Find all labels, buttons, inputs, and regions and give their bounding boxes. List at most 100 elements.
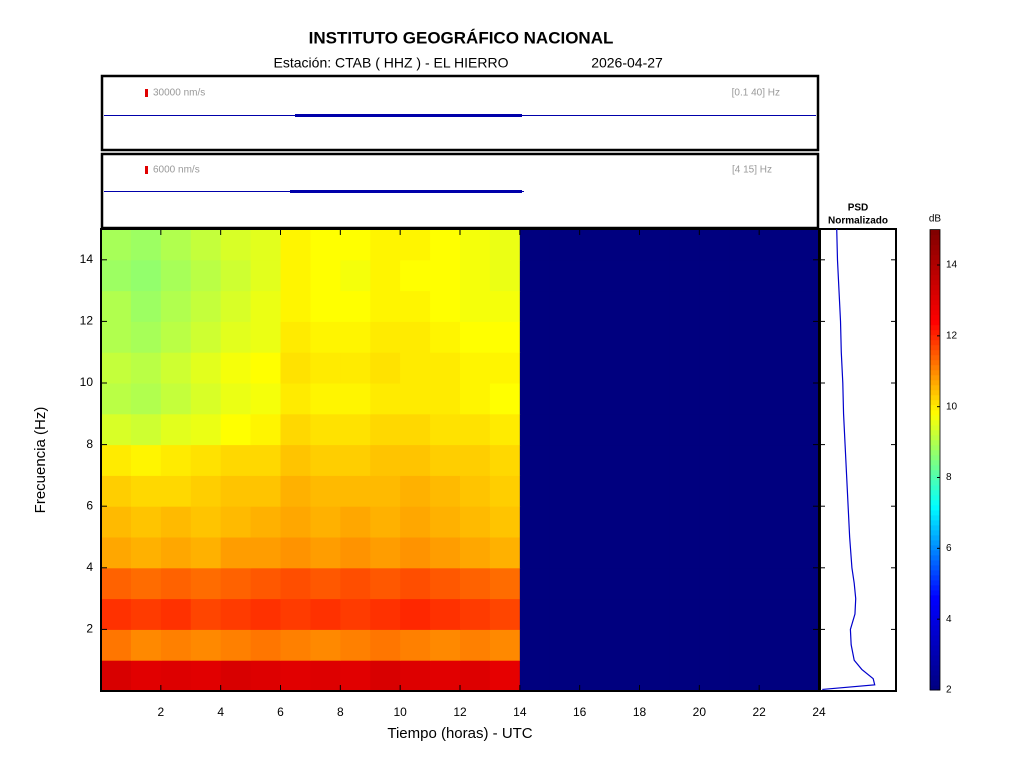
heatmap-cell xyxy=(340,567,371,600)
heatmap-cell xyxy=(609,352,640,384)
heatmap-cell xyxy=(250,352,281,384)
heatmap-cell xyxy=(400,290,431,322)
heatmap-cell xyxy=(519,537,551,569)
heatmap-cell xyxy=(729,506,760,538)
heatmap-cell xyxy=(489,290,521,322)
heatmap-cell xyxy=(609,598,640,630)
heatmap-cell xyxy=(519,444,551,476)
heatmap-cell xyxy=(220,567,252,600)
heatmap-cell xyxy=(280,321,311,353)
colorbar-swatch xyxy=(930,289,940,296)
colorbar-tick-label: 6 xyxy=(946,543,952,554)
heatmap-cell xyxy=(280,660,311,692)
heatmap-cell xyxy=(460,660,491,692)
heatmap-cell xyxy=(340,598,371,630)
heatmap-cell xyxy=(639,259,670,292)
heatmap-cell xyxy=(220,506,252,538)
colorbar-swatch xyxy=(930,449,940,456)
colorbar-swatch xyxy=(930,489,940,496)
heatmap-cell xyxy=(310,383,341,415)
colorbar-swatch xyxy=(930,404,940,411)
colorbar-swatch xyxy=(930,424,940,431)
heatmap-cell xyxy=(190,598,222,630)
heatmap-cell xyxy=(430,567,461,600)
heatmap-cell xyxy=(430,444,461,476)
heatmap-cell xyxy=(579,506,611,538)
colorbar-swatch xyxy=(930,379,940,386)
y-tick-label: 6 xyxy=(86,498,93,512)
heatmap-cell xyxy=(489,537,521,569)
heatmap-cell xyxy=(669,598,700,630)
heatmap-cell xyxy=(340,259,371,292)
heatmap-cell xyxy=(549,444,581,476)
heatmap-cell xyxy=(160,229,192,261)
heatmap-cell xyxy=(729,259,760,292)
heatmap-cell xyxy=(519,413,551,446)
heatmap-cell xyxy=(130,660,162,692)
heatmap-cell xyxy=(609,413,640,446)
heatmap-cell xyxy=(759,598,790,630)
colorbar-swatch xyxy=(930,359,940,366)
heatmap-cell xyxy=(101,229,132,261)
heatmap-cell xyxy=(101,537,132,569)
heatmap-cell xyxy=(549,229,581,261)
heatmap-cell xyxy=(639,444,670,476)
colorbar-tick-label: 14 xyxy=(946,260,958,271)
heatmap-cell xyxy=(430,629,461,661)
heatmap-cell xyxy=(639,629,670,661)
psd-title: PSD xyxy=(848,203,869,214)
y-axis-label: Frecuencia (Hz) xyxy=(32,407,49,514)
heatmap-cell xyxy=(250,229,281,261)
heatmap-cell xyxy=(400,444,431,476)
heatmap-cell xyxy=(759,229,790,261)
colorbar-swatch xyxy=(930,299,940,306)
heatmap-cell xyxy=(579,229,611,261)
heatmap-cell xyxy=(130,629,162,661)
y-tick-label: 4 xyxy=(86,560,93,574)
heatmap-cell xyxy=(101,444,132,476)
x-tick-label: 24 xyxy=(812,705,826,719)
colorbar-swatch xyxy=(930,524,940,531)
heatmap-cell xyxy=(220,229,252,261)
heatmap-cell xyxy=(460,598,491,630)
heatmap-cell xyxy=(789,537,820,569)
heatmap-cell xyxy=(250,413,281,446)
heatmap-cell xyxy=(579,567,611,600)
colorbar-swatch xyxy=(930,634,940,641)
heatmap-cell xyxy=(400,598,431,630)
heatmap-cell xyxy=(160,413,192,446)
heatmap-cell xyxy=(310,352,341,384)
colorbar-swatch xyxy=(930,229,940,236)
heatmap-cell xyxy=(340,444,371,476)
colorbar-swatch xyxy=(930,559,940,566)
heatmap-cell xyxy=(699,259,730,292)
colorbar-tick-label: 8 xyxy=(946,472,952,483)
colorbar-swatch xyxy=(930,499,940,506)
colorbar-swatch xyxy=(930,619,940,626)
heatmap-cell xyxy=(220,259,252,292)
colorbar-swatch xyxy=(930,279,940,286)
heatmap-cell xyxy=(370,537,401,569)
heatmap-cell xyxy=(549,537,581,569)
colorbar-swatch xyxy=(930,614,940,621)
heatmap-cell xyxy=(130,413,162,446)
heatmap-cell xyxy=(789,598,820,630)
x-tick-label: 12 xyxy=(453,705,467,719)
heatmap-cell xyxy=(400,413,431,446)
colorbar-swatch xyxy=(930,339,940,346)
colorbar-swatch xyxy=(930,414,940,421)
heatmap-cell xyxy=(759,413,790,446)
heatmap-cell xyxy=(639,537,670,569)
x-tick-label: 22 xyxy=(752,705,766,719)
heatmap-cell xyxy=(549,598,581,630)
heatmap-cell xyxy=(430,506,461,538)
colorbar-tick-label: 4 xyxy=(946,614,952,625)
heatmap-cell xyxy=(759,444,790,476)
heatmap-cell xyxy=(250,537,281,569)
heatmap-cell xyxy=(759,290,790,322)
colorbar-swatch xyxy=(930,554,940,561)
heatmap-cell xyxy=(669,352,700,384)
colorbar-swatch xyxy=(930,584,940,591)
heatmap-cell xyxy=(549,567,581,600)
heatmap-cell xyxy=(340,383,371,415)
